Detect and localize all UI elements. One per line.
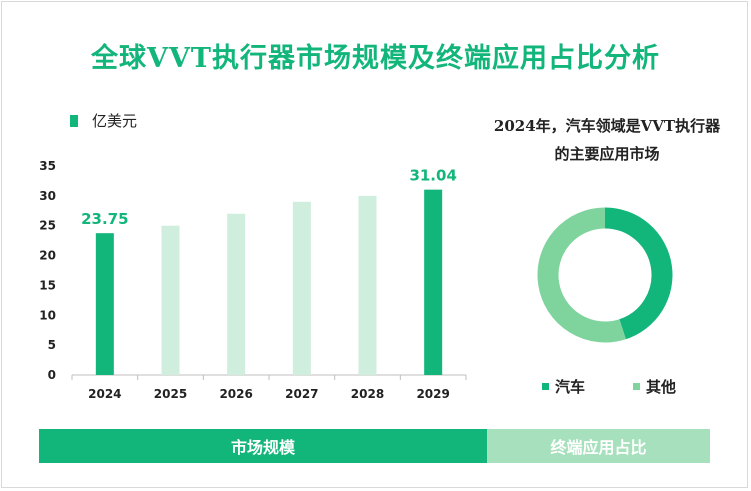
x-tick-label: 2029 <box>416 387 449 401</box>
x-tick-label: 2025 <box>154 387 187 401</box>
donut-legend-auto: 汽车 <box>542 376 585 397</box>
donut-legend-auto-label: 汽车 <box>555 378 586 396</box>
x-tick-label: 2026 <box>219 387 252 401</box>
bar-2026 <box>227 213 246 375</box>
bar-2029 <box>424 189 443 375</box>
x-tick-label: 2024 <box>88 387 121 401</box>
donut-title: 2024年，汽车领域是VVT执行器 的主要应用市场 <box>462 112 751 168</box>
donut-legend-other-swatch <box>633 383 640 390</box>
bar-2025 <box>161 225 180 375</box>
unit-legend-swatch <box>70 114 78 127</box>
donut-slice-other <box>537 207 626 343</box>
y-tick-label: 25 <box>39 219 56 233</box>
bar-2028 <box>358 195 377 375</box>
y-tick-label: 10 <box>39 308 56 322</box>
footer-application-share: 终端应用占比 <box>487 429 710 463</box>
donut-legend-other-label: 其他 <box>646 378 677 396</box>
footer-application-share-label: 终端应用占比 <box>550 438 647 457</box>
bar-2027 <box>292 201 311 375</box>
unit-legend: 亿美元 <box>70 110 137 131</box>
donut-legend-other: 其他 <box>633 376 676 397</box>
donut-title-line-2: 的主要应用市场 <box>554 145 660 163</box>
unit-legend-label: 亿美元 <box>92 112 138 130</box>
footer-market-size-label: 市场规模 <box>230 438 295 457</box>
page-title: 全球VVT执行器市场规模及终端应用占比分析 <box>91 43 660 74</box>
y-tick-label: 15 <box>39 278 56 292</box>
data-label-2024: 23.75 <box>81 210 128 228</box>
donut-title-line-1: 2024年，汽车领域是VVT执行器 <box>493 117 721 135</box>
y-tick-label: 5 <box>48 338 56 352</box>
x-tick-label: 2028 <box>351 387 384 401</box>
y-tick-label: 20 <box>39 249 56 263</box>
donut-legend-auto-swatch <box>542 383 549 390</box>
y-tick-label: 0 <box>48 368 56 382</box>
y-tick-label: 30 <box>39 189 56 203</box>
donut-chart <box>537 207 673 343</box>
donut-slice-auto <box>604 207 673 340</box>
data-label-2029: 31.04 <box>409 167 456 185</box>
bar-2024 <box>95 233 114 375</box>
footer-market-size: 市场规模 <box>39 429 487 463</box>
x-tick-label: 2027 <box>285 387 318 401</box>
y-tick-label: 35 <box>39 159 56 173</box>
